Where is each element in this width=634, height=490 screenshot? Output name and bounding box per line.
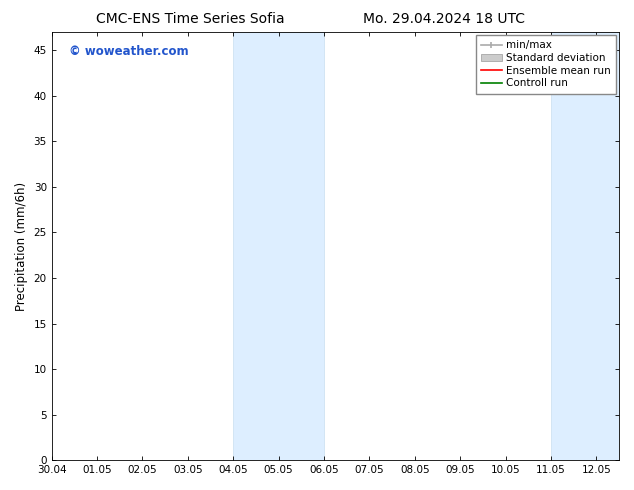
Legend: min/max, Standard deviation, Ensemble mean run, Controll run: min/max, Standard deviation, Ensemble me…: [476, 35, 616, 94]
Text: Mo. 29.04.2024 18 UTC: Mo. 29.04.2024 18 UTC: [363, 12, 525, 26]
Bar: [551, 32, 634, 460]
Text: © woweather.com: © woweather.com: [68, 45, 188, 58]
Bar: [233, 32, 324, 460]
Y-axis label: Precipitation (mm/6h): Precipitation (mm/6h): [15, 182, 28, 311]
Text: CMC-ENS Time Series Sofia: CMC-ENS Time Series Sofia: [96, 12, 285, 26]
